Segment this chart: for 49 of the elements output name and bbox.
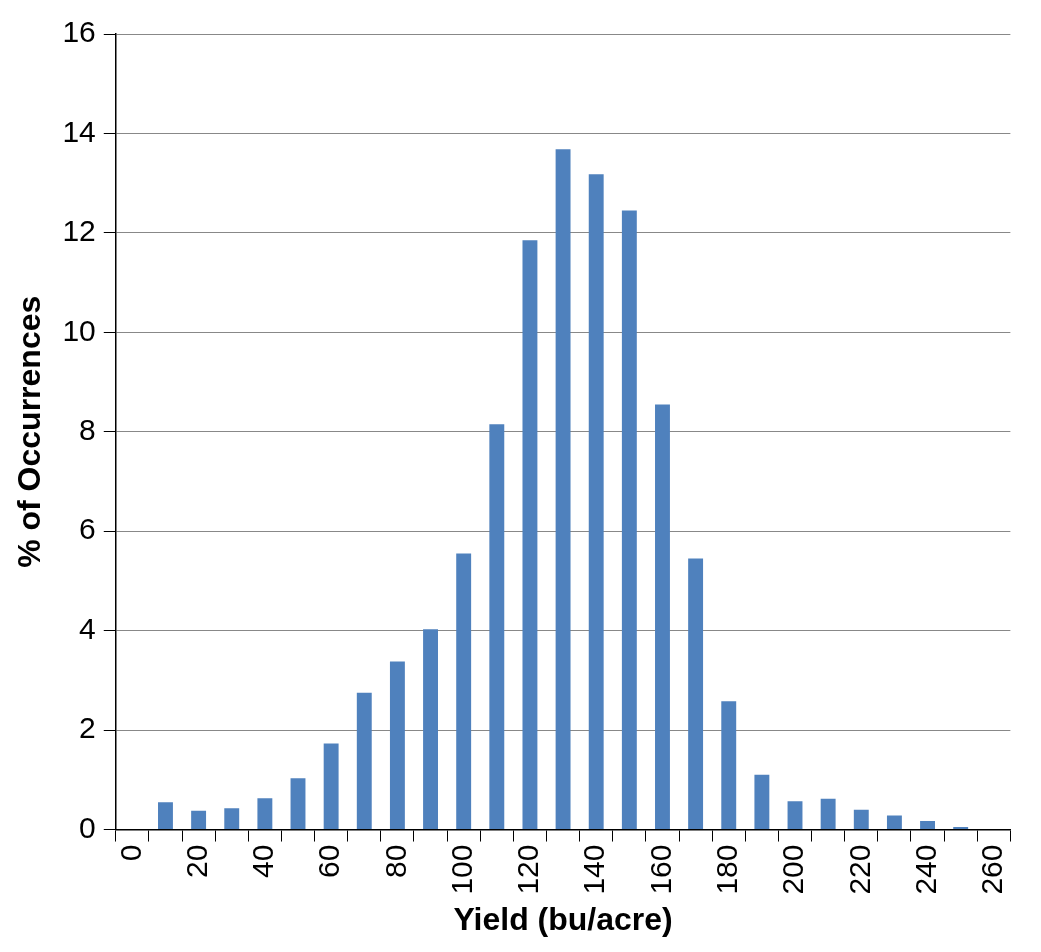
bar	[224, 808, 240, 830]
bar	[588, 174, 604, 830]
bar	[721, 701, 737, 830]
bar	[423, 629, 438, 830]
bar	[522, 240, 538, 830]
bar	[787, 801, 803, 830]
x-tick-label: 120	[511, 844, 545, 895]
bar	[158, 802, 173, 830]
y-tick-label: 12	[62, 214, 96, 248]
y-tick-label: 0	[79, 810, 96, 844]
x-tick-label: 80	[378, 844, 412, 878]
x-axis-title: Yield (bu/acre)	[453, 900, 673, 937]
bar	[754, 774, 770, 830]
y-axis-title: % of Occurrences	[11, 295, 48, 568]
bar	[820, 798, 836, 830]
bar	[555, 149, 571, 830]
bar	[489, 424, 505, 830]
bar	[290, 778, 306, 830]
bar	[389, 661, 405, 830]
bar	[323, 743, 339, 830]
x-tick-label: 60	[312, 844, 346, 878]
x-tick-label: 220	[842, 844, 876, 895]
y-tick-label: 6	[79, 512, 96, 546]
y-tick-label: 10	[62, 313, 96, 347]
x-tick-label: 160	[643, 844, 677, 895]
x-tick-label: 260	[975, 844, 1009, 895]
bar	[655, 404, 670, 830]
bar	[456, 553, 472, 830]
x-tick-label: 40	[246, 844, 280, 878]
x-tick-label: 240	[908, 844, 942, 895]
x-tick-label: 0	[113, 844, 147, 862]
bar	[356, 692, 372, 830]
y-tick-label: 8	[79, 413, 96, 447]
bar	[853, 809, 869, 830]
y-tick-label: 4	[79, 611, 96, 645]
x-tick-label: 20	[179, 844, 213, 878]
x-tick-label: 100	[444, 844, 478, 895]
bar	[688, 558, 704, 830]
bar	[886, 815, 902, 830]
x-tick-label: 200	[776, 844, 810, 895]
x-tick-label: 140	[577, 844, 611, 895]
bar	[191, 810, 207, 830]
bar	[257, 798, 273, 830]
bar	[621, 210, 637, 830]
y-tick-label: 2	[79, 711, 96, 745]
x-tick-label: 180	[710, 844, 744, 895]
y-tick-label: 14	[62, 114, 96, 148]
y-tick-label: 16	[62, 15, 96, 49]
bar	[920, 821, 935, 830]
